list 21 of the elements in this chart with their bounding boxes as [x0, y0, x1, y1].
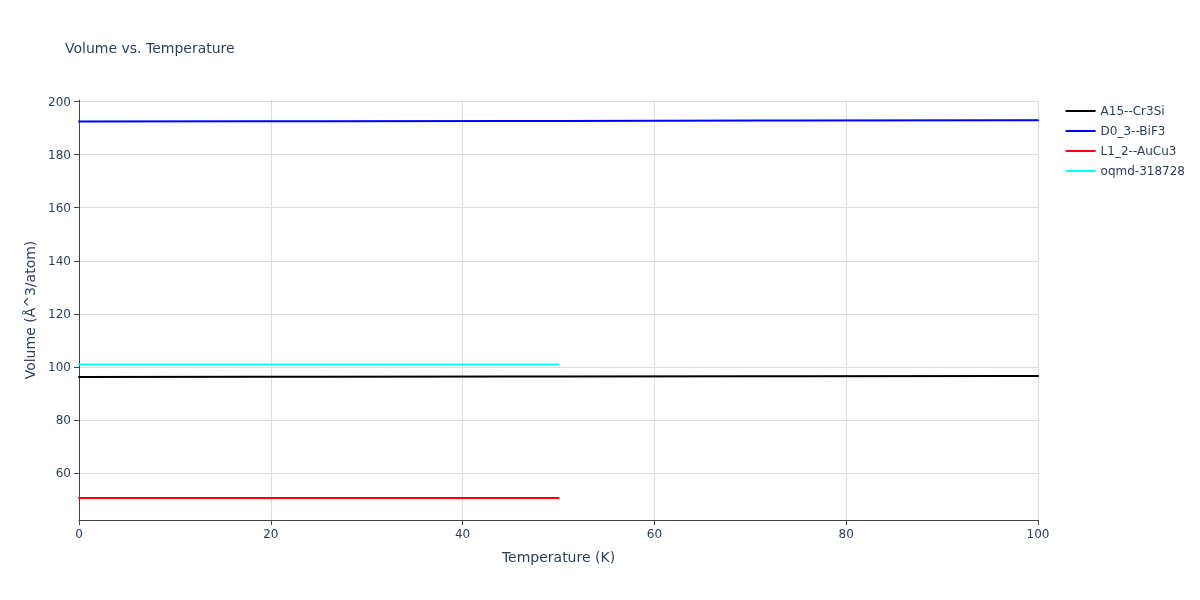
- x-tick-label: 60: [646, 527, 663, 541]
- legend-label: L1_2--AuCu3: [1100, 144, 1177, 158]
- y-tick-label: 60: [55, 466, 71, 481]
- x-tick-label: 40: [454, 527, 471, 541]
- y-tick-label: 180: [48, 147, 71, 162]
- y-tick-label: 160: [48, 200, 71, 215]
- x-tick-label: 0: [75, 527, 83, 541]
- y-tick-label: 100: [48, 359, 71, 374]
- chart-title: Volume vs. Temperature: [65, 40, 235, 56]
- y-axis-title: Volume (Å^3/atom): [22, 240, 39, 380]
- y-tick-label: 80: [55, 412, 71, 427]
- y-tick-label: 140: [48, 253, 71, 268]
- x-tick-label: 20: [263, 527, 279, 541]
- legend-label: oqmd-318728: [1100, 164, 1185, 178]
- legend-label: A15--Cr3Si: [1100, 104, 1165, 118]
- y-tick-label: 120: [48, 306, 71, 321]
- y-tick-label: 200: [48, 94, 71, 109]
- x-axis-title: Temperature (K): [500, 549, 616, 565]
- x-tick-label: 80: [838, 527, 854, 541]
- legend-label: D0_3--BiF3: [1100, 124, 1166, 138]
- x-tick-label: 100: [1026, 527, 1050, 541]
